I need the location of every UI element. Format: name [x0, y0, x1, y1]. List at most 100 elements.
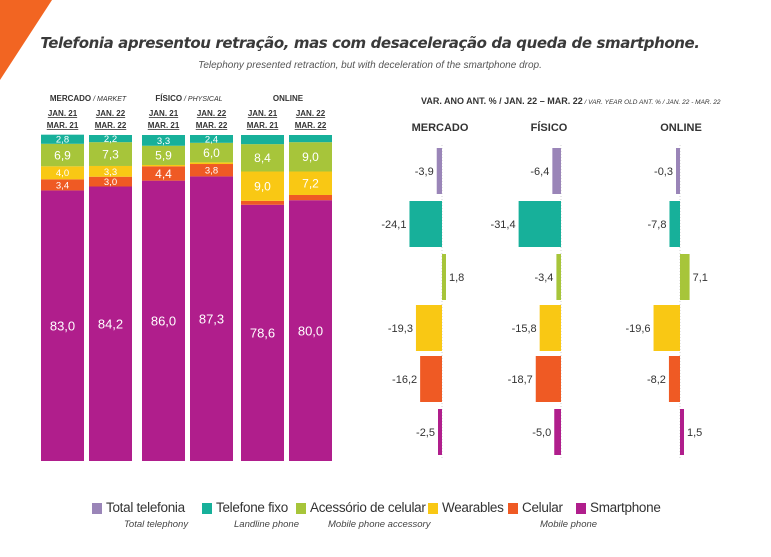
- bar-segment-celular: [89, 176, 132, 187]
- bar-segment-wearables: [142, 164, 185, 167]
- variation-title: VAR. ANO ANT. % / JAN. 22 – MAR. 22 / VA…: [421, 96, 721, 106]
- variation-bar-smartphone: [680, 409, 684, 455]
- panel-header-2: ONLINE: [660, 122, 702, 134]
- variation-bar-acessorio: [680, 254, 690, 300]
- bar-value-label: 6,9: [54, 148, 71, 162]
- corner-accent-triangle: [0, 0, 52, 80]
- variation-bar-celular: [668, 356, 680, 402]
- bar-segment-celular: [289, 194, 332, 201]
- bar-segment-wearables: [190, 162, 233, 165]
- period-label: JAN. 22: [197, 109, 227, 118]
- bar-value-label: 87,3: [199, 311, 224, 326]
- bar-segment-smartphone: [142, 180, 185, 461]
- variation-value-label: -0,3: [654, 166, 673, 178]
- bar-value-label: 2,2: [104, 134, 117, 145]
- variation-value-label: -19,3: [388, 323, 413, 335]
- chart-title: Telefonia apresentou retração, mas com d…: [40, 34, 700, 52]
- group-label-2: ONLINE: [273, 94, 304, 103]
- period-label: MAR. 22: [95, 121, 127, 130]
- period-label: MAR. 22: [295, 121, 327, 130]
- bar-segment-wearables: [289, 171, 332, 195]
- variation-value-label: -24,1: [381, 219, 406, 231]
- legend-swatch: [92, 503, 102, 514]
- variation-bar-total_telefonia: [436, 148, 442, 194]
- variation-bar-telefone_fixo: [518, 201, 561, 247]
- bar-value-label: 3,8: [205, 166, 218, 177]
- bar-segment-celular: [190, 164, 233, 177]
- period-label: MAR. 21: [148, 121, 180, 130]
- legend-label-en: Landline phone: [234, 519, 299, 530]
- bar-value-label: 4,4: [155, 167, 172, 181]
- bar-segment-celular: [241, 200, 284, 205]
- variation-bar-celular: [420, 356, 442, 402]
- bar-segment-telefone_fixo: [142, 135, 185, 146]
- bar-segment-telefone_fixo: [190, 135, 233, 143]
- variation-value-label: -15,8: [512, 323, 537, 335]
- legend-label-en: Total telephony: [124, 519, 189, 530]
- bar-value-label: 83,0: [50, 318, 75, 333]
- bar-value-label: 3,4: [56, 180, 69, 191]
- variation-bar-total_telefonia: [676, 148, 680, 194]
- legend-label-en: Mobile phone accessory: [328, 519, 431, 530]
- panel-header-1: FÍSICO: [531, 121, 568, 134]
- legend-label: Total telefonia: [106, 500, 185, 515]
- bar-segment-wearables: [89, 165, 132, 177]
- variation-value-label: -16,2: [392, 374, 417, 386]
- legend-label: Celular: [522, 500, 563, 515]
- variation-bar-telefone_fixo: [669, 201, 680, 247]
- bar-value-label: 9,0: [302, 150, 319, 164]
- bar-value-label: 4,0: [56, 168, 69, 179]
- bar-value-label: 78,6: [250, 326, 275, 341]
- variation-bar-wearables: [415, 305, 442, 351]
- bar-value-label: 7,3: [102, 147, 119, 161]
- bar-segment-celular: [142, 166, 185, 181]
- period-label: JAN. 21: [48, 109, 78, 118]
- bar-segment-smartphone: [289, 200, 332, 461]
- period-label: JAN. 21: [248, 109, 278, 118]
- variation-bar-celular: [535, 356, 561, 402]
- period-label: JAN. 22: [296, 109, 326, 118]
- bar-segment-smartphone: [89, 186, 132, 461]
- bar-value-label: 3,3: [157, 136, 170, 147]
- variation-value-label: -3,9: [415, 166, 434, 178]
- variation-value-label: -7,8: [648, 219, 667, 231]
- variation-value-label: -5,0: [532, 427, 551, 439]
- variation-bar-wearables: [653, 305, 680, 351]
- bar-segment-acessorio: [241, 144, 284, 172]
- bar-value-label: 86,0: [151, 314, 176, 329]
- bar-value-label: 84,2: [98, 316, 123, 331]
- variation-bar-telefone_fixo: [409, 201, 442, 247]
- legend-swatch: [576, 503, 586, 514]
- period-label: JAN. 21: [149, 109, 179, 118]
- variation-bar-acessorio: [442, 254, 446, 300]
- variation-value-label: 7,1: [693, 272, 708, 284]
- chart-subtitle: Telephony presented retraction, but with…: [198, 60, 542, 71]
- variation-value-label: -19,6: [625, 323, 650, 335]
- variation-value-label: -31,4: [491, 219, 516, 231]
- bar-segment-wearables: [41, 166, 84, 180]
- legend-swatch: [202, 503, 212, 514]
- variation-value-label: 1,8: [449, 272, 464, 284]
- variation-value-label: 1,5: [687, 427, 702, 439]
- variation-bar-smartphone: [438, 409, 442, 455]
- period-label: MAR. 21: [247, 121, 279, 130]
- bar-value-label: 5,9: [155, 149, 172, 163]
- bar-value-label: 7,2: [302, 177, 319, 191]
- bar-segment-acessorio: [142, 145, 185, 165]
- bar-value-label: 9,0: [254, 180, 271, 194]
- bar-segment-smartphone: [190, 176, 233, 462]
- panel-header-0: MERCADO: [412, 122, 469, 134]
- bar-segment-acessorio: [289, 142, 332, 172]
- legend-label: Wearables: [442, 500, 504, 515]
- group-label-1: FÍSICO / PHYSICAL: [155, 94, 222, 103]
- legend-swatch: [428, 503, 438, 514]
- period-label: MAR. 22: [196, 121, 228, 130]
- period-label: MAR. 21: [47, 121, 79, 130]
- bar-segment-acessorio: [41, 143, 84, 167]
- legend-label: Telefone fixo: [216, 500, 288, 515]
- variation-value-label: -8,2: [647, 374, 666, 386]
- bar-segment-smartphone: [241, 204, 284, 461]
- legend-swatch: [296, 503, 306, 514]
- variation-bar-acessorio: [556, 254, 561, 300]
